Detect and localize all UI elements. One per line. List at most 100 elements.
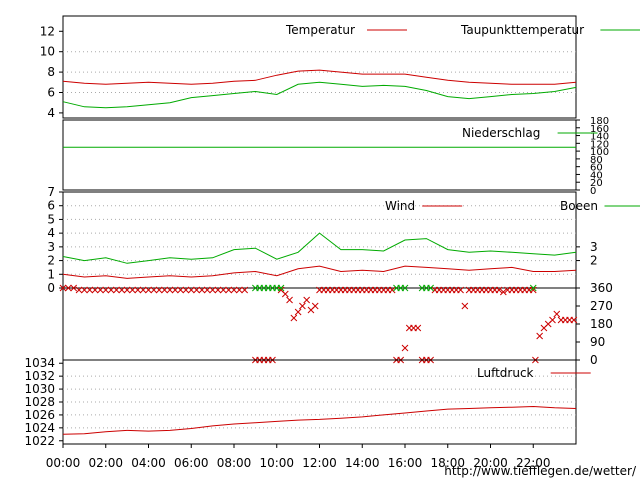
y-tick-label: 1030 xyxy=(24,382,55,396)
direction-point xyxy=(134,286,142,294)
direction-point xyxy=(107,286,115,294)
series-line-1 xyxy=(62,69,577,85)
direction-point xyxy=(553,310,561,318)
direction-point xyxy=(529,284,537,292)
direction-point xyxy=(499,288,507,296)
panel-frame xyxy=(62,119,577,191)
x-tick-label: 20:00 xyxy=(473,456,508,470)
direction-point xyxy=(461,302,469,310)
y-tick-label: 3 xyxy=(47,240,55,254)
y-tick-label: 1024 xyxy=(24,421,55,435)
y-tick-label: 180 xyxy=(590,116,609,127)
direction-point xyxy=(414,324,422,332)
direction-point xyxy=(299,302,306,310)
x-tick-label: 08:00 xyxy=(217,456,252,470)
x-tick-label: 14:00 xyxy=(345,456,380,470)
x-tick-label: 12:00 xyxy=(302,456,337,470)
panel-frame xyxy=(62,15,577,119)
direction-point xyxy=(145,286,152,294)
direction-point xyxy=(75,286,83,294)
direction-point xyxy=(388,286,396,294)
direction-point xyxy=(139,286,147,294)
right-tick-label: 270 xyxy=(590,299,613,313)
direction-point xyxy=(241,286,249,294)
y-tick-label: 120 xyxy=(590,139,609,150)
series-line-1 xyxy=(62,405,577,435)
direction-point xyxy=(113,286,120,294)
source-url[interactable]: http://www.tiefflegen.de/wetter/ xyxy=(444,464,637,478)
right-tick-label: 3 xyxy=(590,240,598,254)
x-tick-label: 02:00 xyxy=(88,456,123,470)
y-tick-label: 4 xyxy=(47,106,55,120)
legend-label: Wind xyxy=(385,199,415,213)
direction-point xyxy=(219,286,227,294)
y-tick-label: 8 xyxy=(47,65,55,79)
y-tick-label: 10 xyxy=(40,45,55,59)
direction-point xyxy=(123,286,131,294)
direction-point xyxy=(294,308,302,316)
right-tick-label: 90 xyxy=(590,335,605,349)
y-tick-label: 80 xyxy=(590,155,603,166)
y-tick-label: 5 xyxy=(47,212,55,226)
y-tick-label: 7 xyxy=(47,185,55,199)
y-tick-label: 60 xyxy=(590,163,603,174)
direction-point xyxy=(198,286,206,294)
y-tick-label: 2 xyxy=(47,254,55,268)
y-tick-label: 140 xyxy=(590,132,609,143)
right-tick-label: 180 xyxy=(590,317,613,331)
direction-point xyxy=(171,286,179,294)
y-tick-label: 0 xyxy=(590,186,596,197)
direction-point xyxy=(286,296,293,304)
direction-point xyxy=(209,286,216,294)
direction-point xyxy=(70,284,78,292)
direction-point xyxy=(549,316,556,324)
direction-point xyxy=(64,284,72,292)
y-tick-label: 1 xyxy=(47,267,55,281)
x-tick-label: 16:00 xyxy=(388,456,423,470)
legend-label: Luftdruck xyxy=(477,366,534,380)
direction-point xyxy=(155,286,163,294)
direction-point xyxy=(230,286,238,294)
direction-point xyxy=(97,286,104,294)
y-tick-label: 6 xyxy=(47,86,55,100)
direction-point xyxy=(311,302,319,310)
direction-point xyxy=(495,286,503,294)
x-tick-label: 22:00 xyxy=(516,456,551,470)
direction-point xyxy=(570,316,578,324)
direction-point xyxy=(401,344,409,352)
series-line-2 xyxy=(62,81,577,109)
x-tick-label: 00:00 xyxy=(46,456,81,470)
direction-point xyxy=(225,286,233,294)
series-line-1 xyxy=(62,265,577,279)
direction-point xyxy=(102,286,110,294)
direction-point xyxy=(182,286,190,294)
direction-point xyxy=(177,286,184,294)
direction-point xyxy=(161,286,168,294)
y-tick-label: 1028 xyxy=(24,395,55,409)
direction-point xyxy=(150,286,158,294)
direction-point xyxy=(214,286,222,294)
y-tick-label: 20 xyxy=(590,178,603,189)
direction-point xyxy=(59,284,67,292)
legend-label: Niederschlag xyxy=(462,126,540,140)
direction-point xyxy=(235,286,243,294)
panel-1: 4 6 8 10 12 Temperatur Taupunkttemperatur xyxy=(40,15,640,120)
direction-point xyxy=(166,286,174,294)
y-tick-label: 12 xyxy=(40,24,55,38)
direction-point xyxy=(457,286,464,294)
direction-point xyxy=(187,286,195,294)
direction-point xyxy=(427,284,435,292)
right-tick-label: 0 xyxy=(590,353,598,367)
panel-4: 0 90 180 270 360 xyxy=(59,281,613,367)
direction-point xyxy=(129,286,136,294)
y-tick-label: 1026 xyxy=(24,408,55,422)
y-tick-label: 100 xyxy=(590,147,609,158)
y-tick-label: 0 xyxy=(47,281,55,295)
direction-point xyxy=(193,286,200,294)
legend-label: Boeen xyxy=(560,199,598,213)
y-tick-label: 40 xyxy=(590,170,603,181)
right-tick-label: 2 xyxy=(590,254,598,268)
y-tick-label: 1022 xyxy=(24,434,55,448)
